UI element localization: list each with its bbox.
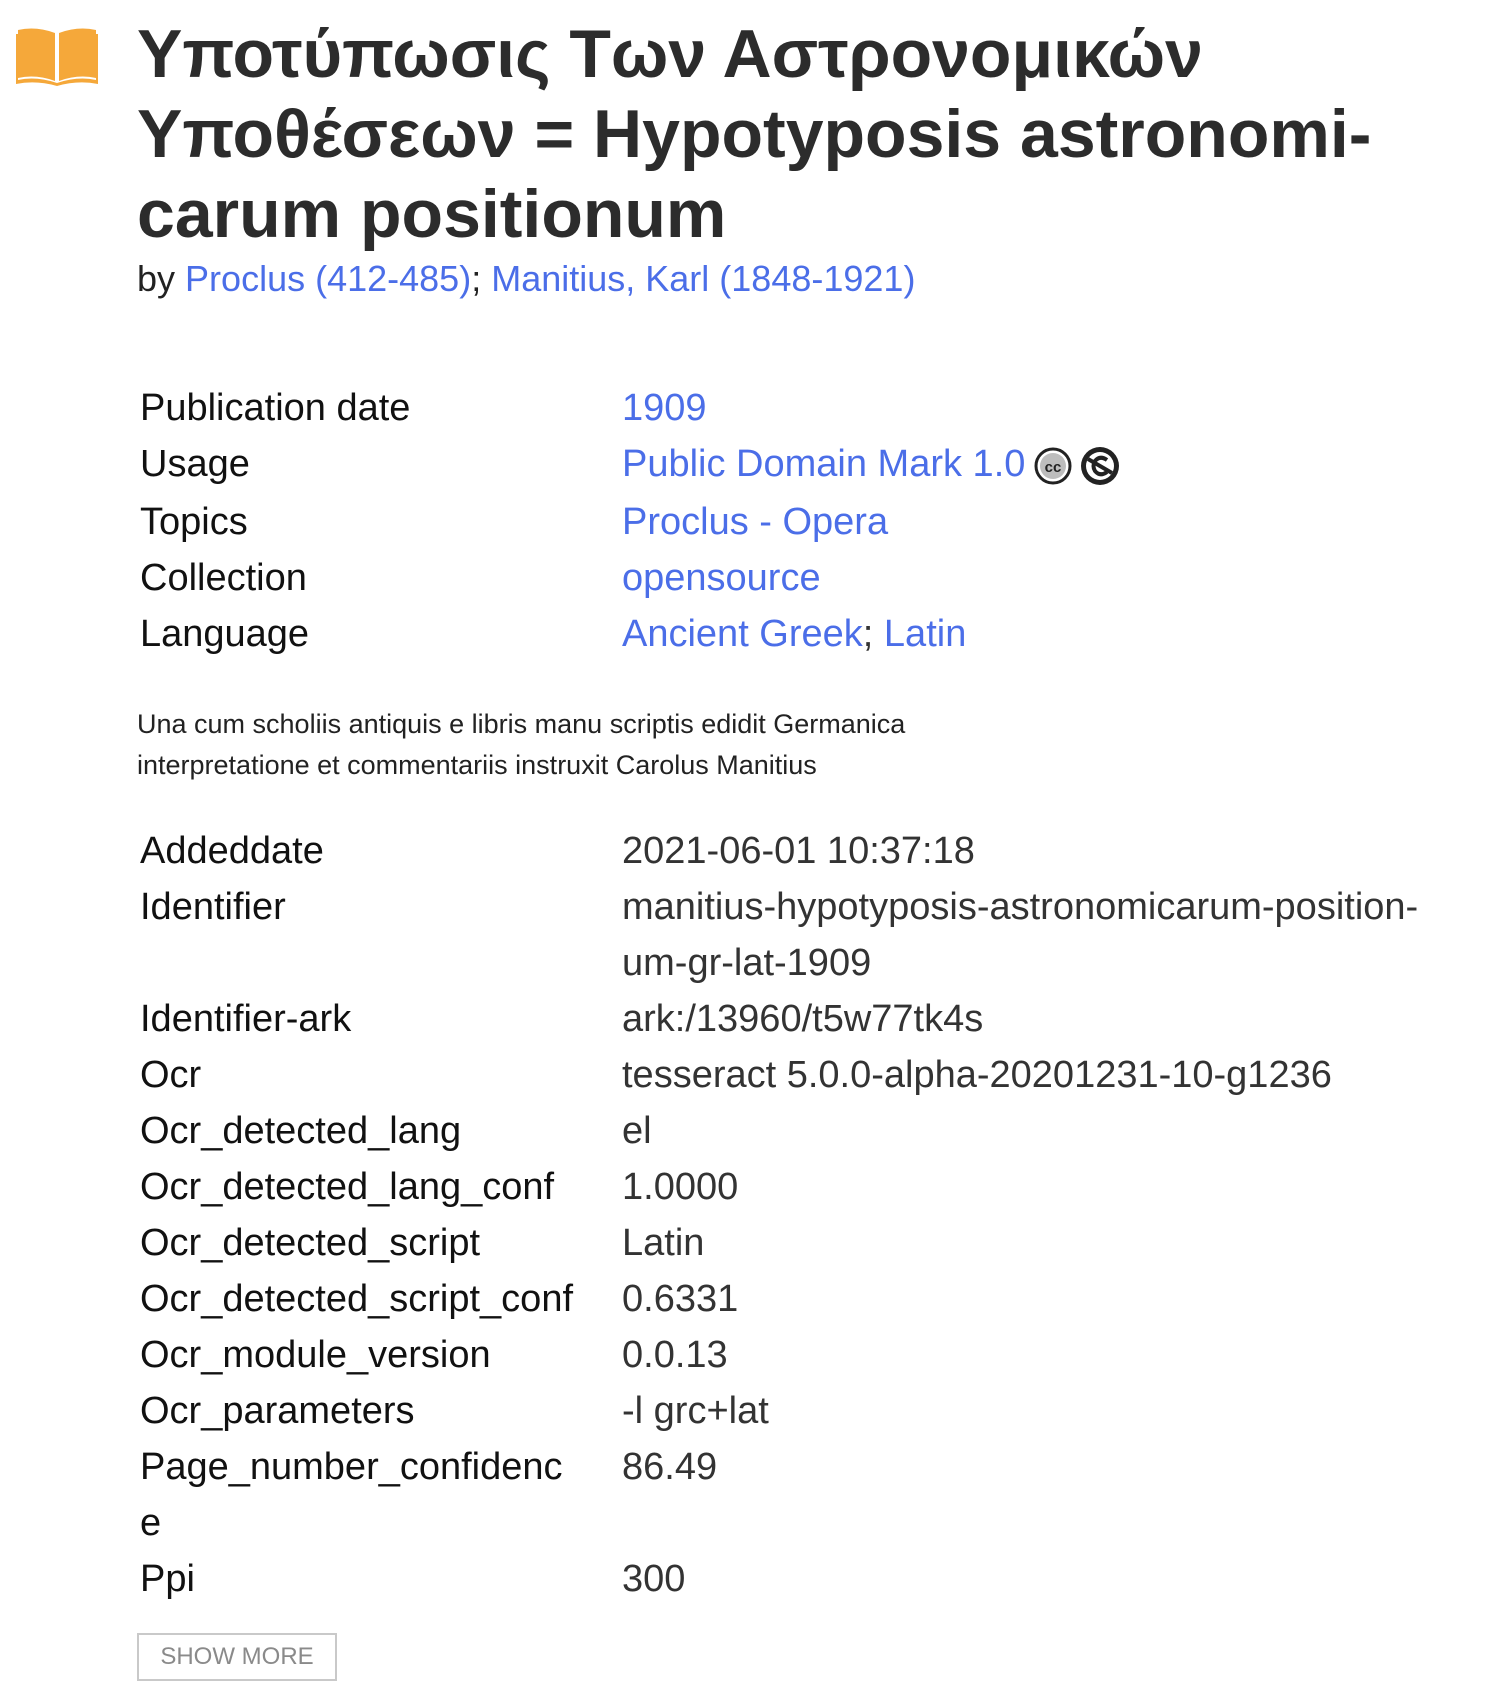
book-icon xyxy=(16,28,98,86)
metadata-label: Language xyxy=(140,612,310,655)
metadata-row: Identifier manitius-hypotyposis-astronom… xyxy=(140,879,1418,991)
metadata-label: Collection xyxy=(140,556,307,599)
item-description: Una cum scholiis antiquis e libris manu … xyxy=(137,704,997,786)
page-title: Υποτύπωσις Των Αστρονομικών Υποθέσεων = … xyxy=(137,14,1477,254)
metadata-row-language: Language Ancient Greek; Latin xyxy=(140,606,1121,662)
author-link-proclus[interactable]: Proclus (412-485) xyxy=(185,258,472,299)
metadata-value: -l grc+lat xyxy=(622,1390,769,1432)
metadata-value: 0.6331 xyxy=(622,1278,739,1320)
metadata-row-usage: Usage Public Domain Mark 1.0 cc xyxy=(140,436,1121,494)
metadata-label: Ocr_detected_script xyxy=(140,1222,481,1264)
metadata-value: ark:/13960/t5w77tk4s xyxy=(622,998,984,1040)
metadata-label: Usage xyxy=(140,443,250,485)
language-link-ancient-greek[interactable]: Ancient Greek xyxy=(622,612,863,655)
metadata-label: Ocr_parameters xyxy=(140,1390,415,1432)
byline-separator: ; xyxy=(471,258,482,299)
metadata-value: 2021-06-01 10:37:18 xyxy=(622,830,975,872)
metadata-row: Identifier-ark ark:/13960/t5w77tk4s xyxy=(140,991,1418,1047)
metadata-label: Ocr xyxy=(140,1054,202,1096)
label-line-1: Page_number_confidenc xyxy=(140,1446,563,1488)
byline: by Proclus (412-485); Manitius, Karl (18… xyxy=(137,256,1477,302)
metadata-row: Ocr_detected_script Latin xyxy=(140,1215,1418,1271)
usage-link[interactable]: Public Domain Mark 1.0 xyxy=(622,443,1026,485)
language-separator: ; xyxy=(862,612,874,655)
description-line-2: interpretatione et commentariis instruxi… xyxy=(137,750,817,780)
metadata-row: Ocr_detected_lang_conf 1.0000 xyxy=(140,1159,1418,1215)
metadata-row: Ocr tesseract 5.0.0-alpha-20201231-10-g1… xyxy=(140,1047,1418,1103)
metadata-value: 86.49 xyxy=(622,1446,718,1488)
title-line-1: Υποτύπωσις Των Αστρονομικών xyxy=(137,16,1203,92)
metadata-label: Page_number_confidenc e xyxy=(140,1439,622,1551)
metadata-row: Ocr_detected_script_conf 0.6331 xyxy=(140,1271,1418,1327)
publication-date-link[interactable]: 1909 xyxy=(622,387,707,429)
language-link-latin[interactable]: Latin xyxy=(883,612,967,655)
author-link-manitius[interactable]: Manitius, Karl (1848-1921) xyxy=(491,258,916,299)
creative-commons-icon: cc xyxy=(1034,447,1072,485)
metadata-label: Ocr_detected_lang xyxy=(140,1110,462,1152)
show-more-button[interactable]: SHOW MORE xyxy=(137,1633,337,1681)
metadata-label: Ppi xyxy=(140,1558,195,1600)
title-line-2: Υποθέσεων = Hypotyposis astronomi- xyxy=(137,96,1372,172)
metadata-label: Publication date xyxy=(140,387,411,429)
metadata-value: 1.0000 xyxy=(622,1166,739,1208)
metadata-label: Identifier-ark xyxy=(140,998,352,1040)
metadata-value: manitius-hypotyposis-astronomicarum-posi… xyxy=(622,879,1418,991)
byline-prefix: by xyxy=(137,258,176,299)
metadata-row: Page_number_confidenc e 86.49 xyxy=(140,1439,1418,1551)
label-line-2: e xyxy=(140,1502,162,1544)
metadata-label: Ocr_detected_script_conf xyxy=(140,1278,574,1320)
metadata-row: Ocr_module_version 0.0.13 xyxy=(140,1327,1418,1383)
metadata-label: Ocr_detected_lang_conf xyxy=(140,1166,555,1208)
collection-link[interactable]: opensource xyxy=(622,556,821,599)
metadata-label: Identifier xyxy=(140,886,286,928)
metadata-table-top: Publication date 1909 Usage Public Domai… xyxy=(140,380,1121,662)
metadata-value: Latin xyxy=(622,1222,705,1264)
metadata-row: Ocr_detected_lang el xyxy=(140,1103,1418,1159)
svg-text:cc: cc xyxy=(1045,459,1062,476)
metadata-row: Ppi 300 xyxy=(140,1551,1418,1607)
metadata-row: Ocr_parameters -l grc+lat xyxy=(140,1383,1418,1439)
metadata-row-collection: Collection opensource xyxy=(140,550,1121,606)
identifier-line-2: um-gr-lat-1909 xyxy=(622,942,872,984)
description-line-1: Una cum scholiis antiquis e libris manu … xyxy=(137,709,906,739)
topics-link[interactable]: Proclus - Opera xyxy=(622,500,889,543)
title-line-3: carum positionum xyxy=(137,176,727,252)
metadata-value: 300 xyxy=(622,1558,686,1600)
metadata-label: Addeddate xyxy=(140,830,324,872)
identifier-line-1: manitius-hypotyposis-astronomicarum-posi… xyxy=(622,886,1419,928)
public-domain-icon xyxy=(1081,446,1120,485)
metadata-value: 0.0.13 xyxy=(622,1334,728,1376)
title-block: Υποτύπωσις Των Αστρονομικών Υποθέσεων = … xyxy=(137,14,1477,302)
metadata-table-bottom: Addeddate 2021-06-01 10:37:18 Identifier… xyxy=(140,823,1418,1607)
metadata-label: Topics xyxy=(140,500,248,543)
license-badges: cc xyxy=(1033,436,1121,492)
metadata-value: el xyxy=(622,1110,652,1152)
metadata-label: Ocr_module_version xyxy=(140,1334,491,1376)
metadata-row: Addeddate 2021-06-01 10:37:18 xyxy=(140,823,1418,879)
metadata-row-publication-date: Publication date 1909 xyxy=(140,380,1121,436)
metadata-row-topics: Topics Proclus - Opera xyxy=(140,494,1121,550)
metadata-value: tesseract 5.0.0-alpha-20201231-10-g1236 xyxy=(622,1054,1332,1096)
